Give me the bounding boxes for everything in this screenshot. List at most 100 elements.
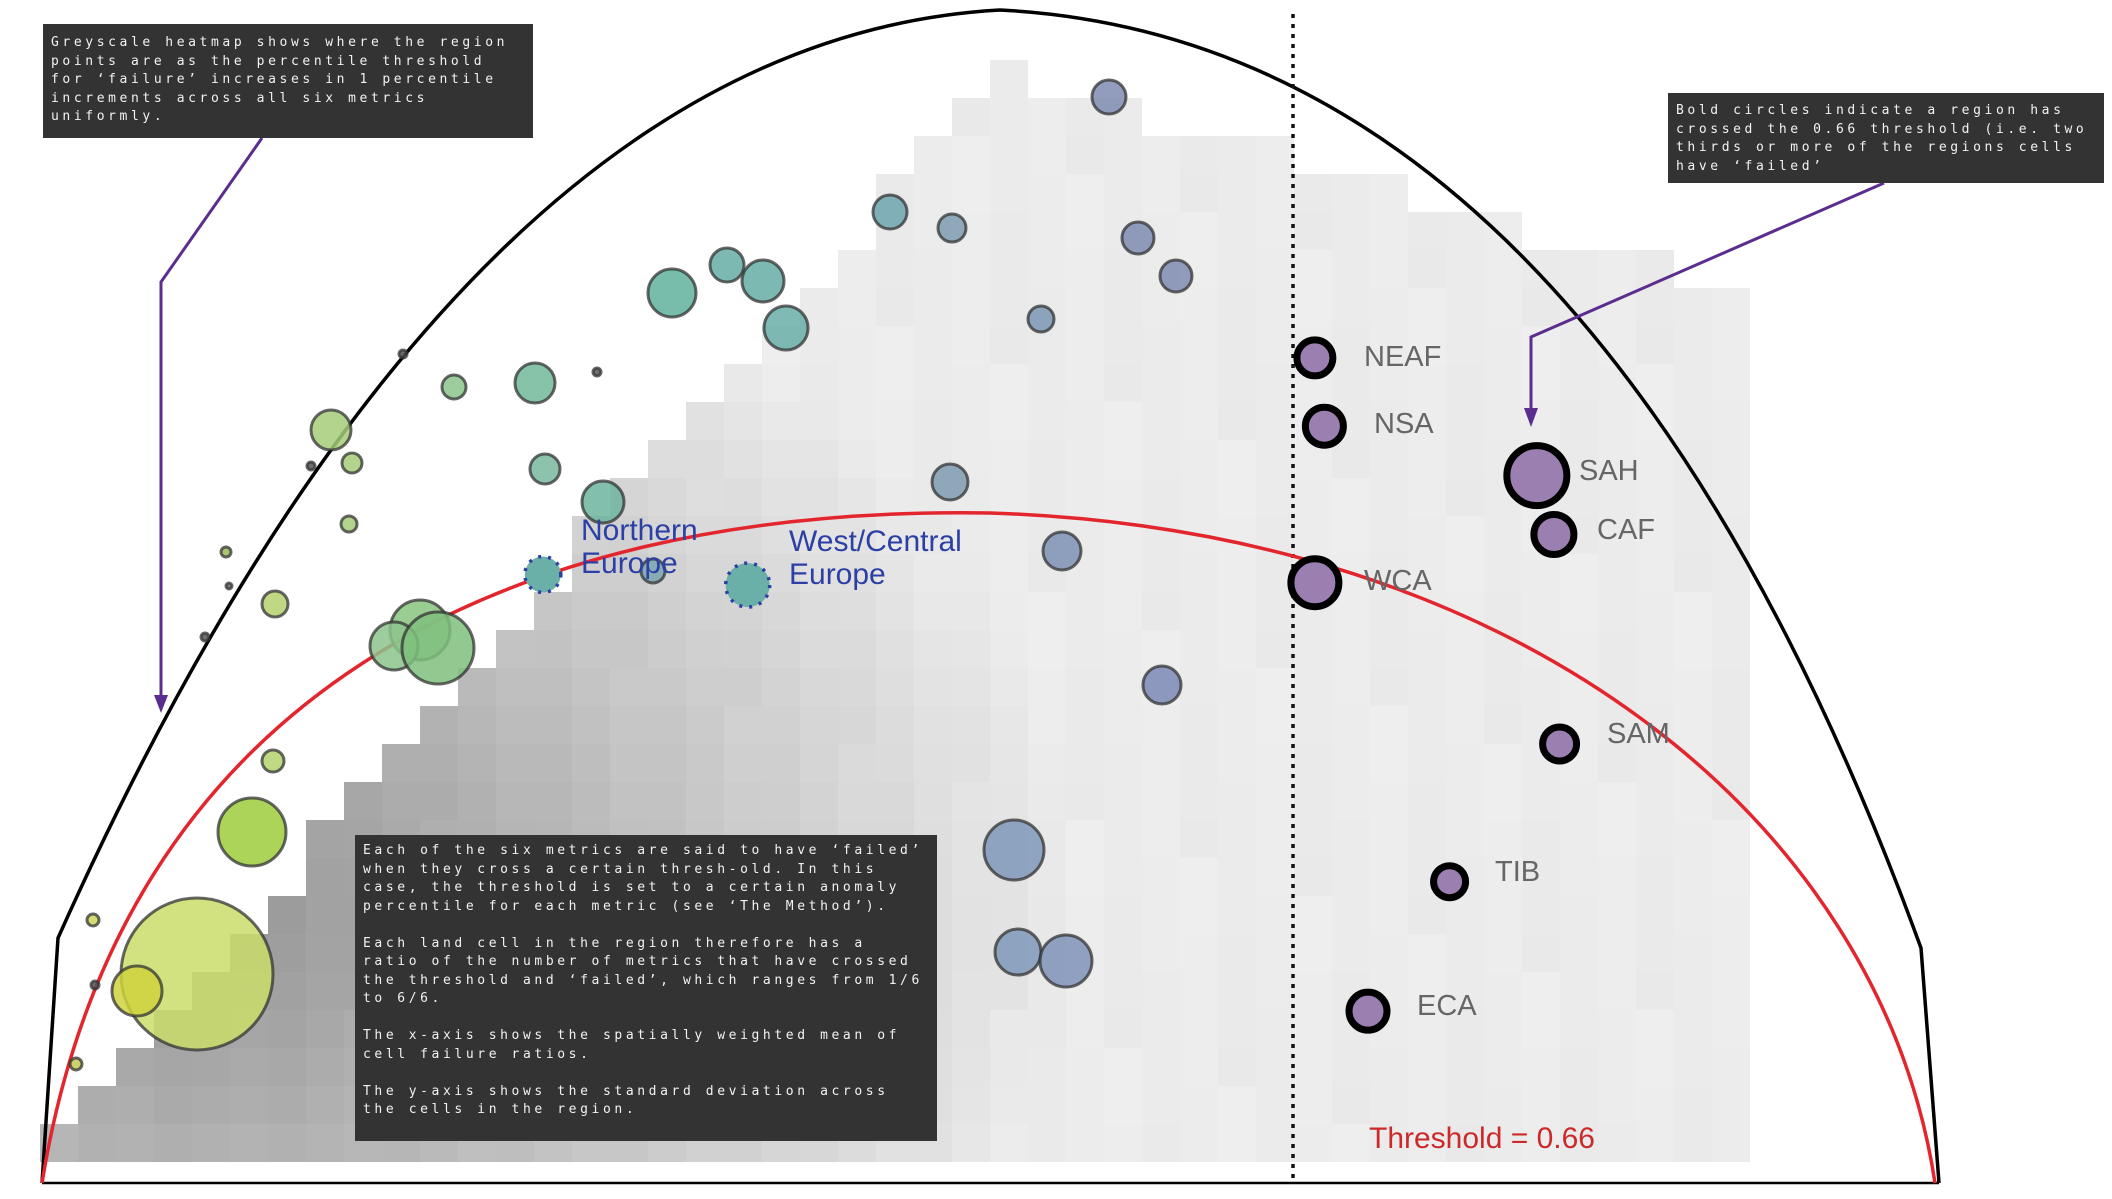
heatmap-cell [1066,896,1104,934]
heatmap-cell [1408,630,1446,668]
heatmap-cell [914,744,952,782]
heatmap-cell [1028,478,1066,516]
heatmap-cell [1446,212,1484,250]
heatmap-cell [1446,364,1484,402]
heatmap-cell [1712,478,1750,516]
heatmap-cell [1332,668,1370,706]
heatmap-cell [496,782,534,820]
heatmap-cell [1332,440,1370,478]
heatmap-cell [192,1124,230,1162]
heatmap-cell [1104,174,1142,212]
heatmap-cell [1408,1010,1446,1048]
heatmap-cell [914,174,952,212]
heatmap-cell [1712,744,1750,782]
heatmap-cell [1522,592,1560,630]
heatmap-cell [1028,98,1066,136]
heatmap-cell [306,1010,344,1048]
heatmap-cell [914,592,952,630]
heatmap-cell [952,98,990,136]
heatmap-cell [1370,326,1408,364]
heatmap-cell [1408,364,1446,402]
heatmap-cell [762,402,800,440]
heatmap-cell [1142,326,1180,364]
heatmap-cell [1104,1124,1142,1162]
heatmap-cell [1408,1048,1446,1086]
heatmap-cell [1104,554,1142,592]
heatmap-cell [1142,516,1180,554]
heatmap-cell [1560,668,1598,706]
heatmap-cell [1674,1010,1712,1048]
heatmap-cell [1294,250,1332,288]
method-annotation: Each of the six metrics are said to have… [355,835,937,1141]
label-tib: TIB [1495,856,1541,888]
heatmap-cell [914,782,952,820]
heatmap-cell [572,592,610,630]
region-point [224,581,234,591]
heatmap-cell [1028,250,1066,288]
heatmap-cell [1218,972,1256,1010]
heatmap-cell [1712,934,1750,972]
heatmap-cell [838,782,876,820]
heatmap-cell [648,478,686,516]
heatmap-cell [800,592,838,630]
heatmap-cell [1256,858,1294,896]
heatmap-cell [1522,1086,1560,1124]
heatmap-cell [1142,288,1180,326]
heatmap-cell [952,896,990,934]
heatmap-cell [838,288,876,326]
heatmap-cell [420,782,458,820]
heatmap-cell [990,1124,1028,1162]
heatmap-cell [1104,744,1142,782]
heatmap-cell [876,288,914,326]
heatmap-cell [572,668,610,706]
heatmap-cell [1636,668,1674,706]
heatmap-cell [1294,972,1332,1010]
heatmap-cell [1636,858,1674,896]
heatmap-cell [1370,478,1408,516]
heatmap-cell [952,1086,990,1124]
heatmap-cell [1674,554,1712,592]
heatmap-cell [1180,630,1218,668]
heatmap-cell [1218,782,1256,820]
heatmap-cell [1066,858,1104,896]
heatmap-cell [1066,744,1104,782]
heatmap-cell [1674,934,1712,972]
heatmap-cell [1446,934,1484,972]
heatmap-cell [1104,668,1142,706]
heatmap-cell [1484,972,1522,1010]
heatmap-cell [1446,1048,1484,1086]
heatmap-cell [306,934,344,972]
heatmap-cell [686,782,724,820]
heatmap-cell [1256,896,1294,934]
heatmap-cell [1522,820,1560,858]
heatmap-cell [1484,554,1522,592]
heatmap-cell [1712,668,1750,706]
heatmap-cell [990,1010,1028,1048]
heatmap-cell [1256,212,1294,250]
heatmap-cell [1408,554,1446,592]
label-sam: SAM [1607,718,1670,750]
heatmap-cell [1256,972,1294,1010]
heatmap-cell [1066,630,1104,668]
region-point [397,348,409,360]
heatmap-cell [1370,440,1408,478]
heatmap-cell [1066,1010,1104,1048]
region-point [591,366,603,378]
heatmap-cell [762,592,800,630]
heatmap-cell [1598,1086,1636,1124]
heatmap-cell [1522,288,1560,326]
heatmap-cell [1142,136,1180,174]
heatmap-cell [876,592,914,630]
heatmap-cell [1294,212,1332,250]
crossed-region-point-wca [1287,555,1343,611]
heatmap-cell [1560,820,1598,858]
heatmap-cell [1674,326,1712,364]
heatmap-cell [1104,782,1142,820]
heatmap-cell [1446,516,1484,554]
heatmap-cell [1180,174,1218,212]
heatmap-cell [1104,326,1142,364]
region-point [260,748,286,774]
heatmap-cell [1256,288,1294,326]
heatmap-cell [1218,858,1256,896]
heatmap-cell [876,516,914,554]
